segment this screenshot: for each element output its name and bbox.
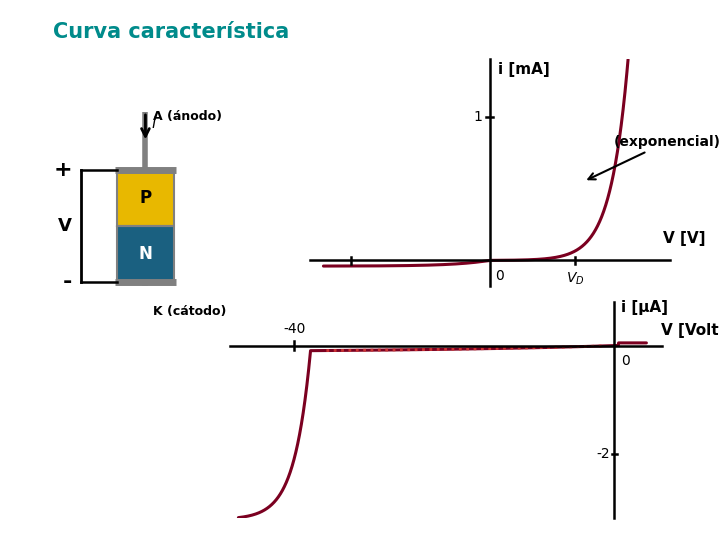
Text: -: - xyxy=(63,272,72,292)
Text: V [V]: V [V] xyxy=(662,231,705,246)
Text: 0: 0 xyxy=(495,269,504,283)
Text: K (cátodo): K (cátodo) xyxy=(153,305,226,318)
Text: A (ánodo): A (ánodo) xyxy=(153,110,222,123)
Text: 0: 0 xyxy=(621,354,629,368)
Bar xyxy=(117,170,174,226)
Text: i: i xyxy=(151,116,156,131)
Text: (exponencial): (exponencial) xyxy=(588,134,720,179)
Text: -2: -2 xyxy=(597,447,611,461)
Text: Curva característica: Curva característica xyxy=(53,22,289,43)
Text: -40: -40 xyxy=(283,322,305,336)
Text: V [Volt.]: V [Volt.] xyxy=(661,322,720,338)
Text: P: P xyxy=(140,189,151,207)
Text: +: + xyxy=(53,160,72,180)
Text: N: N xyxy=(138,245,153,262)
Text: DIODOS DE POTENCIA: DIODOS DE POTENCIA xyxy=(13,316,27,462)
Text: V: V xyxy=(58,217,72,235)
Text: $V_D$: $V_D$ xyxy=(566,271,585,287)
Text: i [μA]: i [μA] xyxy=(621,300,668,315)
Bar xyxy=(117,226,174,281)
Text: 1: 1 xyxy=(474,110,482,124)
Text: i [mA]: i [mA] xyxy=(498,62,549,77)
